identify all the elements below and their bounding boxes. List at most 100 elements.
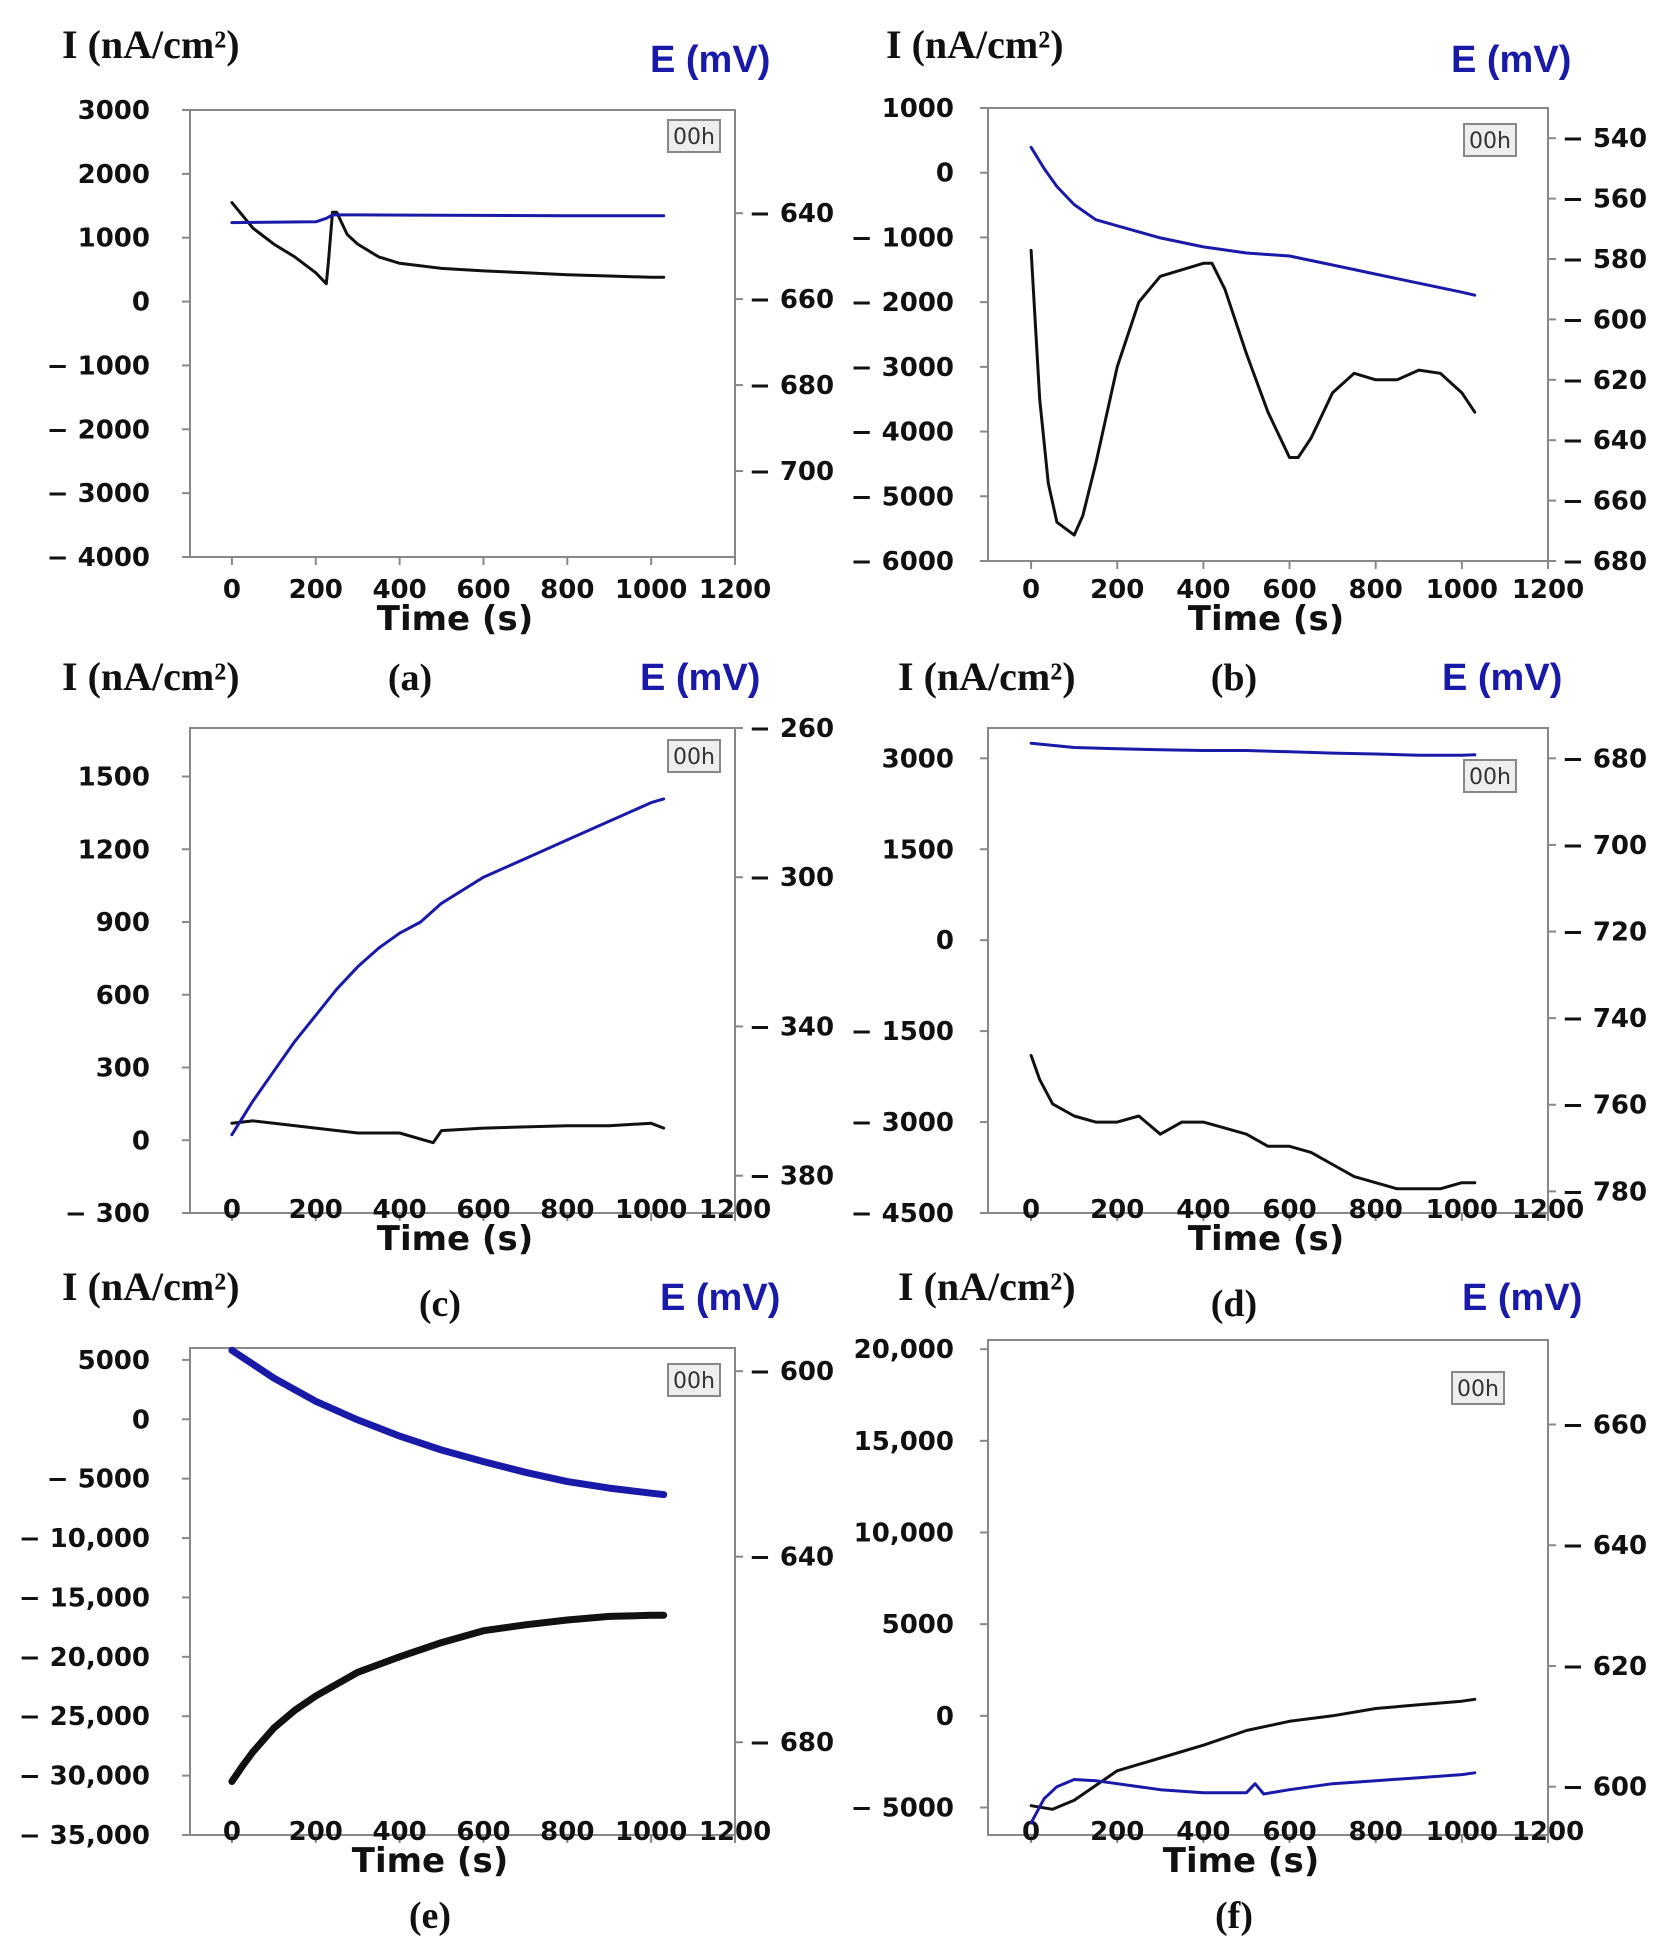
- panel-label: (d): [1211, 1283, 1257, 1325]
- y-right-tick-label: − 760: [1562, 1091, 1647, 1121]
- y-left-tick-label: 3000: [882, 744, 954, 774]
- time-badge-label: 00h: [1469, 129, 1511, 154]
- panel-label: (f): [1215, 1895, 1253, 1937]
- x-tick-label: 1000: [1426, 1195, 1498, 1225]
- right-axis-label: E (mV): [640, 657, 760, 699]
- left-axis-label: I (nA/cm²): [898, 1264, 1076, 1309]
- y-left-tick-label: 0: [132, 288, 150, 318]
- potential-series-line: [228, 1346, 668, 1499]
- panel-label: (a): [388, 657, 432, 699]
- chart-a: I (nA/cm²) E (mV) Time (s) (a) 0 200 400 60…: [47, 22, 834, 699]
- chart-e: I (nA/cm²) E (mV) Time (s) (e) 0 200 400 60…: [19, 1264, 834, 1937]
- x-axis-label: Time (s): [377, 1219, 534, 1259]
- y-right-tick-label: − 560: [1562, 185, 1647, 215]
- y-left-tick-label: − 6000: [851, 547, 954, 577]
- y-left-tick-label: − 3000: [47, 479, 150, 509]
- y-left-tick-label: − 5000: [851, 1794, 954, 1824]
- x-tick-label: 600: [1262, 1195, 1316, 1225]
- y-left-tick-label: − 300: [65, 1199, 150, 1229]
- potential-series-line: [1029, 741, 1477, 757]
- y-right-tick-label: − 340: [749, 1012, 834, 1042]
- x-tick-label: 0: [1022, 1817, 1040, 1847]
- y-left-tick-label: 0: [936, 159, 954, 189]
- x-axis-label: Time (s): [1163, 1841, 1320, 1881]
- plot-area: 0 200 400 600 800 1000 1200 5000 0 − 5000 − 10,000…: [19, 1346, 834, 1851]
- y-left-tick-label: − 1000: [851, 223, 954, 253]
- plot-frame: [987, 1339, 1549, 1836]
- y-left-tick-label: − 3000: [851, 1108, 954, 1138]
- y-left-tick-label: − 2000: [851, 288, 954, 318]
- right-axis-label: E (mV): [660, 1277, 780, 1319]
- x-tick-label: 800: [1349, 1817, 1403, 1847]
- x-tick-label: 1000: [615, 575, 687, 605]
- y-right-tick-label: − 740: [1562, 1004, 1647, 1034]
- y-right-tick-label: − 380: [749, 1162, 834, 1192]
- y-right-tick-label: − 580: [1562, 245, 1647, 275]
- x-tick-label: 400: [1176, 1195, 1230, 1225]
- x-tick-label: 400: [1176, 575, 1230, 605]
- x-tick-label: 1200: [699, 575, 771, 605]
- right-axis-label: E (mV): [1462, 1277, 1582, 1319]
- x-tick-label: 1000: [615, 1817, 687, 1847]
- time-badge-label: 00h: [673, 1369, 715, 1394]
- plot-area: 0 200 400 600 800 1000 1200 20,000 15,000 10,000 5…: [851, 1335, 1647, 1847]
- right-axis-label: E (mV): [650, 39, 770, 81]
- left-axis-label: I (nA/cm²): [886, 22, 1064, 67]
- x-tick-label: 1000: [615, 1195, 687, 1225]
- y-right-tick-label: − 260: [749, 714, 834, 744]
- panel-f: I (nA/cm²) E (mV) Time (s) (f) 0 200 400 60…: [836, 1264, 1672, 1951]
- x-tick-label: 800: [540, 1817, 594, 1847]
- y-left-tick-label: − 1500: [851, 1017, 954, 1047]
- y-left-tick-label: 600: [96, 981, 150, 1011]
- panel-e: I (nA/cm²) E (mV) Time (s) (e) 0 200 400 60…: [0, 1264, 836, 1951]
- y-right-tick-label: − 660: [749, 285, 834, 315]
- plot-area: 0 200 400 600 800 1000 1200 1500 1200 900 600 300 0 −…: [65, 714, 834, 1229]
- y-left-tick-label: 0: [132, 1126, 150, 1156]
- y-right-tick-label: − 680: [1562, 547, 1647, 577]
- y-right-tick-label: − 620: [1562, 1652, 1647, 1682]
- y-left-tick-label: 20,000: [854, 1335, 954, 1365]
- current-series-line: [1029, 248, 1477, 537]
- x-tick-label: 800: [1349, 575, 1403, 605]
- y-right-tick-label: − 540: [1562, 124, 1647, 154]
- x-tick-label: 200: [1090, 575, 1144, 605]
- left-axis-label: I (nA/cm²): [62, 1264, 240, 1309]
- x-tick-label: 400: [372, 575, 426, 605]
- y-left-tick-label: 300: [96, 1054, 150, 1084]
- y-left-tick-label: 900: [96, 908, 150, 938]
- y-left-tick-label: 1000: [882, 94, 954, 124]
- y-left-tick-label: − 20,000: [19, 1643, 150, 1673]
- plot-area: 0 200 400 600 800 1000 1200 3000 1500 0 − 1500 − 30…: [851, 727, 1647, 1229]
- y-left-tick-label: − 1000: [47, 351, 150, 381]
- y-left-tick-label: − 10,000: [19, 1524, 150, 1554]
- current-series-line: [230, 201, 666, 286]
- y-left-tick-label: − 15,000: [19, 1583, 150, 1613]
- y-left-tick-label: − 4000: [851, 418, 954, 448]
- time-badge-label: 00h: [1469, 765, 1511, 790]
- x-tick-label: 0: [1022, 575, 1040, 605]
- y-right-tick-label: − 640: [1562, 1531, 1647, 1561]
- y-right-tick-label: − 660: [1562, 1411, 1647, 1441]
- x-tick-label: 0: [223, 1817, 241, 1847]
- potential-series-line: [230, 213, 666, 225]
- y-left-tick-label: 1500: [882, 835, 954, 865]
- y-left-tick-label: 2000: [78, 160, 150, 190]
- plot-frame: [189, 1347, 736, 1836]
- plot-frame: [189, 727, 736, 1214]
- y-right-tick-label: − 640: [1562, 426, 1647, 456]
- y-left-tick-label: 3000: [78, 96, 150, 126]
- y-right-tick-label: − 680: [1562, 744, 1647, 774]
- y-right-tick-label: − 600: [1562, 305, 1647, 335]
- y-right-tick-label: − 600: [1562, 1773, 1647, 1803]
- time-badge-label: 00h: [673, 745, 715, 770]
- potential-series-line: [1029, 1771, 1477, 1825]
- y-right-tick-label: − 640: [749, 1543, 834, 1573]
- panel-d: I (nA/cm²) E (mV) Time (s) (d) 0 200 400 60…: [836, 654, 1672, 1325]
- x-tick-label: 1200: [699, 1817, 771, 1847]
- x-tick-label: 1000: [1426, 1817, 1498, 1847]
- y-left-tick-label: 0: [132, 1405, 150, 1435]
- plot-area: 0 200 400 600 800 1000 1200 1000 0 − 1000 − 2000 − …: [851, 94, 1647, 605]
- y-left-tick-label: − 30,000: [19, 1762, 150, 1792]
- x-tick-label: 200: [289, 1195, 343, 1225]
- y-left-tick-label: 1500: [78, 763, 150, 793]
